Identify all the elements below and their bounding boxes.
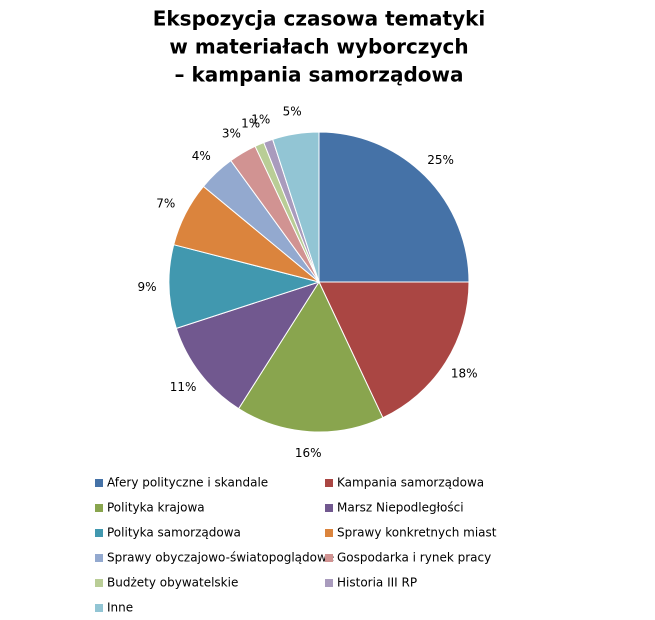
data-label: 9% (138, 280, 157, 294)
pie-slice (272, 131, 320, 283)
pie-slice (168, 244, 321, 329)
legend-swatch (325, 479, 333, 487)
legend-swatch (95, 604, 103, 612)
legend-swatch (95, 529, 103, 537)
legend-label: Polityka samorządowa (107, 526, 241, 540)
data-label: 25% (427, 153, 454, 167)
data-label: 18% (451, 367, 478, 381)
data-label: 7% (156, 196, 175, 210)
legend-label: Afery polityczne i skandale (107, 476, 268, 490)
chart-title: w materiałach wyborczych (169, 35, 468, 59)
data-label: 1% (251, 113, 270, 127)
legend-swatch (95, 579, 103, 587)
legend-label: Marsz Niepodległości (337, 501, 464, 515)
data-label: 1% (241, 117, 260, 131)
legend-swatch (95, 479, 103, 487)
chart-title: – kampania samorządowa (175, 63, 464, 87)
legend-swatch (325, 529, 333, 537)
legend-label: Historia III RP (337, 576, 417, 590)
pie-slice (318, 281, 470, 419)
pie-slice (318, 131, 470, 283)
legend-label: Polityka krajowa (107, 501, 205, 515)
chart-title: Ekspozycja czasowa tematyki (153, 7, 486, 31)
data-label: 3% (222, 126, 241, 140)
legend-label: Gospodarka i rynek pracy (337, 551, 491, 565)
legend-swatch (325, 579, 333, 587)
pie-slice (175, 281, 321, 410)
legend-swatch (325, 504, 333, 512)
data-label: 4% (192, 149, 211, 163)
legend-swatch (325, 554, 333, 562)
data-label: 16% (295, 446, 322, 460)
legend-label: Sprawy obyczajowo-światopoglądowe (107, 551, 334, 565)
legend-label: Kampania samorządowa (337, 476, 484, 490)
data-label: 11% (170, 380, 197, 394)
legend-label: Sprawy konkretnych miast (337, 526, 497, 540)
legend-label: Budżety obywatelskie (107, 576, 238, 590)
pie-slice (237, 280, 384, 433)
legend-swatch (95, 504, 103, 512)
data-label: 5% (283, 105, 302, 119)
legend-label: Inne (107, 601, 133, 615)
legend-swatch (95, 554, 103, 562)
